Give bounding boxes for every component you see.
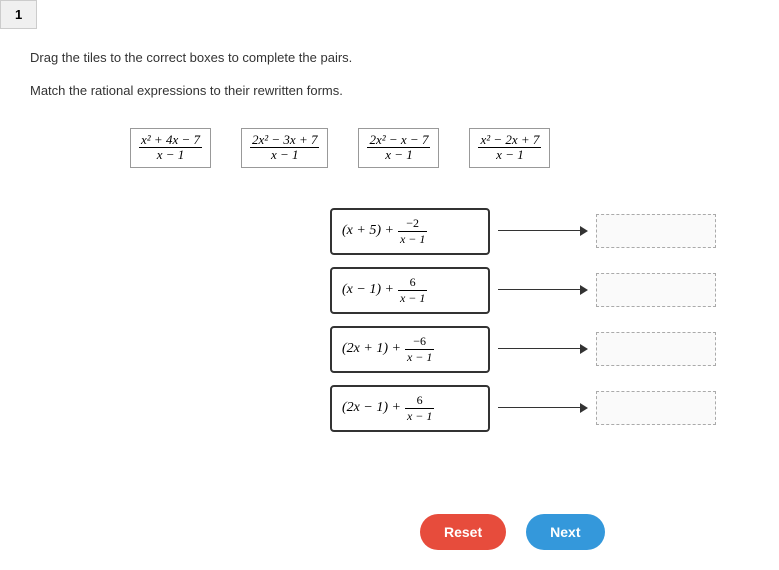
tile-fraction: 2x² − x − 7 x − 1 [367, 133, 430, 163]
button-row: Reset Next [420, 514, 605, 550]
tile[interactable]: x² + 4x − 7 x − 1 [130, 128, 211, 168]
expr-frac-num: 6 [405, 393, 434, 409]
question-content: Drag the tiles to the correct boxes to c… [0, 0, 779, 454]
tile[interactable]: 2x² − 3x + 7 x − 1 [241, 128, 328, 168]
expr-fraction: −2 x − 1 [398, 216, 427, 247]
tile-fraction: 2x² − 3x + 7 x − 1 [250, 133, 319, 163]
arrow-icon [498, 407, 588, 409]
expr-frac-num: −2 [398, 216, 427, 232]
expression-box: (2x + 1) + −6 x − 1 [330, 326, 490, 373]
tile-numerator: x² + 4x − 7 [139, 133, 202, 148]
question-tab[interactable]: 1 [0, 0, 37, 29]
tile-numerator: x² − 2x + 7 [478, 133, 541, 148]
instruction-line-2: Match the rational expressions to their … [30, 83, 769, 98]
tile-denominator: x − 1 [250, 148, 319, 162]
tile-denominator: x − 1 [139, 148, 202, 162]
reset-button[interactable]: Reset [420, 514, 506, 550]
expr-frac-den: x − 1 [398, 291, 427, 306]
tile-numerator: 2x² − x − 7 [367, 133, 430, 148]
drop-zone[interactable] [596, 332, 716, 366]
expr-frac-den: x − 1 [405, 409, 434, 424]
expr-fraction: 6 x − 1 [398, 275, 427, 306]
expr-main: (2x − 1) + [342, 400, 401, 416]
match-row: (2x + 1) + −6 x − 1 [330, 326, 769, 373]
tile[interactable]: x² − 2x + 7 x − 1 [469, 128, 550, 168]
drop-zone[interactable] [596, 273, 716, 307]
tile-fraction: x² − 2x + 7 x − 1 [478, 133, 541, 163]
expr-frac-num: −6 [405, 334, 434, 350]
expr-frac-num: 6 [398, 275, 427, 291]
tab-label: 1 [15, 7, 22, 22]
expr-fraction: −6 x − 1 [405, 334, 434, 365]
tile-numerator: 2x² − 3x + 7 [250, 133, 319, 148]
match-row: (x − 1) + 6 x − 1 [330, 267, 769, 314]
arrow-icon [498, 289, 588, 291]
drop-zone[interactable] [596, 391, 716, 425]
match-row: (2x − 1) + 6 x − 1 [330, 385, 769, 432]
next-button[interactable]: Next [526, 514, 604, 550]
instruction-line-1: Drag the tiles to the correct boxes to c… [30, 50, 769, 65]
match-area: (x + 5) + −2 x − 1 (x − 1) + 6 x − 1 [330, 208, 769, 432]
match-row: (x + 5) + −2 x − 1 [330, 208, 769, 255]
expression-box: (2x − 1) + 6 x − 1 [330, 385, 490, 432]
expr-main: (x − 1) + [342, 282, 394, 298]
expression-box: (x − 1) + 6 x − 1 [330, 267, 490, 314]
expr-main: (2x + 1) + [342, 341, 401, 357]
arrow-icon [498, 230, 588, 232]
tile-denominator: x − 1 [367, 148, 430, 162]
expr-main: (x + 5) + [342, 223, 394, 239]
arrow-icon [498, 348, 588, 350]
expression-box: (x + 5) + −2 x − 1 [330, 208, 490, 255]
expr-fraction: 6 x − 1 [405, 393, 434, 424]
expr-frac-den: x − 1 [398, 232, 427, 247]
tile[interactable]: 2x² − x − 7 x − 1 [358, 128, 439, 168]
tiles-row: x² + 4x − 7 x − 1 2x² − 3x + 7 x − 1 2x²… [130, 128, 769, 168]
tile-denominator: x − 1 [478, 148, 541, 162]
drop-zone[interactable] [596, 214, 716, 248]
expr-frac-den: x − 1 [405, 350, 434, 365]
tile-fraction: x² + 4x − 7 x − 1 [139, 133, 202, 163]
